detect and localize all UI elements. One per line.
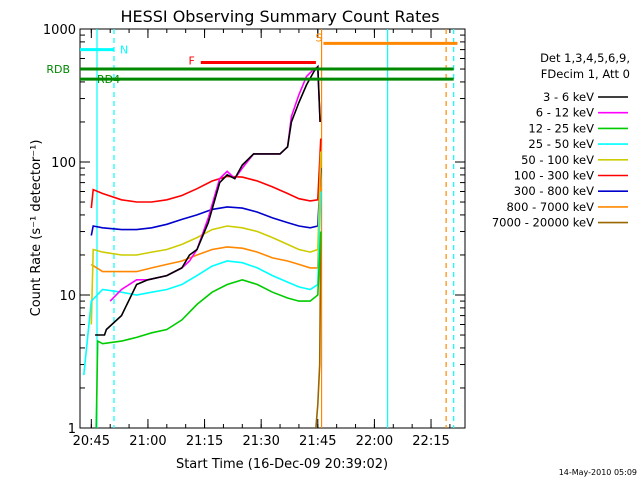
plot-frame <box>79 28 466 429</box>
x-tick-label: 22:15 <box>412 434 449 449</box>
legend-header-line-2: FDecim 1, Att 0 <box>541 67 630 81</box>
series-line-6-12-kev <box>109 65 321 302</box>
x-tick-label: 21:15 <box>186 434 223 449</box>
series-line-7000-20000-kev <box>315 231 322 429</box>
legend-label-25-50-kev: 25 - 50 keV <box>528 137 594 151</box>
x-tick-label: 20:45 <box>73 434 110 449</box>
chart-title: HESSI Observing Summary Count Rates <box>120 7 439 26</box>
y-tick-label: 10 <box>59 289 76 304</box>
y-tick-label: 1 <box>68 422 76 437</box>
y-axis-label: Count Rate (s⁻¹ detector⁻¹) <box>29 140 44 317</box>
x-tick-label: 21:00 <box>129 434 166 449</box>
x-tick-label: 21:45 <box>299 434 336 449</box>
y-tick-label: 1000 <box>43 23 76 38</box>
annotation-label-f: F <box>188 54 194 67</box>
series-line-50-100-kev <box>90 151 322 325</box>
series-line-12-25-kev <box>95 231 322 429</box>
annotation-label-rdb: RDB <box>46 63 70 76</box>
footer-date: 14-May-2010 05:09 <box>559 468 637 477</box>
annotation-label-rd4: RD4 <box>97 73 120 86</box>
legend-label-6-12-kev: 6 - 12 keV <box>536 106 594 120</box>
legend-label-800-7000-kev: 800 - 7000 keV <box>506 200 594 214</box>
legend-label-3-6-kev: 3 - 6 keV <box>543 90 594 104</box>
annotation-label-n: N <box>120 44 128 57</box>
x-tick-label: 22:00 <box>356 434 393 449</box>
legend-label-7000-20000-kev: 7000 - 20000 keV <box>492 216 594 230</box>
y-tick-label: 100 <box>51 156 76 171</box>
plot-area: 1 10 100 1000 20:45 21:00 21:15 21:30 21:45 22:00… <box>43 23 466 449</box>
legend-label-12-25-kev: 12 - 25 keV <box>528 121 594 135</box>
legend-label-300-800-kev: 300 - 800 keV <box>514 184 594 198</box>
series-line-3-6-kev <box>95 64 321 336</box>
x-tick-label: 21:30 <box>242 434 279 449</box>
legend-label-100-300-kev: 100 - 300 keV <box>514 169 594 183</box>
series-line-100-300-kev <box>90 138 322 209</box>
legend-header-line-1: Det 1,3,4,5,6,9, <box>540 51 630 65</box>
legend-label-50-100-kev: 50 - 100 keV <box>521 153 594 167</box>
x-axis-label: Start Time (16-Dec-09 20:39:02) <box>176 457 388 472</box>
annotation-label-s: S <box>315 31 322 44</box>
series-line-800-7000-kev <box>90 182 322 273</box>
series-line-25-50-kev <box>83 191 322 376</box>
